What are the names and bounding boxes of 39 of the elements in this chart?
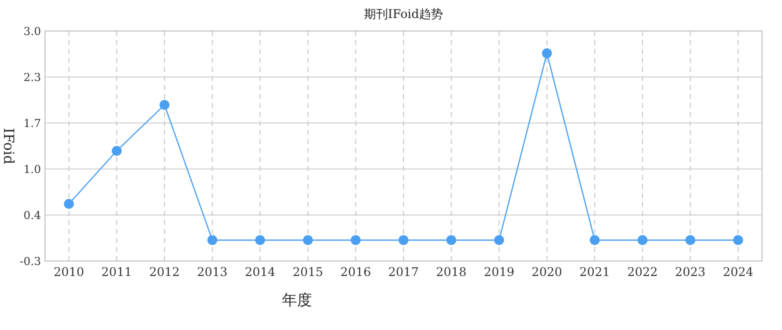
point bbox=[638, 235, 648, 246]
y-tick-label: 1.7 bbox=[24, 117, 41, 130]
x-tick-label: 2015 bbox=[292, 265, 324, 279]
point bbox=[542, 48, 552, 58]
y-tick-label: 0.4 bbox=[24, 209, 41, 222]
y-tick-label: 3.0 bbox=[24, 25, 41, 38]
x-tick-label: 2019 bbox=[484, 265, 514, 279]
x-tick-label: 2016 bbox=[340, 265, 371, 279]
y-tick-label: 1.0 bbox=[24, 163, 41, 176]
point bbox=[398, 235, 408, 246]
chart-title: 期刊IFoid趋势 bbox=[364, 7, 444, 21]
x-tick-label: 2013 bbox=[197, 265, 228, 279]
x-tick-label: 2023 bbox=[675, 265, 706, 279]
point bbox=[350, 235, 361, 246]
point bbox=[590, 235, 600, 246]
x-tick-label: 2024 bbox=[722, 265, 754, 279]
x-tick-label: 2012 bbox=[149, 265, 180, 279]
point bbox=[160, 100, 170, 110]
x-tick-label: 2014 bbox=[244, 265, 276, 279]
point bbox=[207, 235, 218, 246]
point bbox=[685, 235, 696, 246]
y-tick-label: 2.3 bbox=[24, 71, 41, 84]
y-tick-label: -0.3 bbox=[20, 255, 41, 268]
point bbox=[112, 146, 122, 156]
point bbox=[446, 235, 456, 246]
point bbox=[733, 235, 744, 246]
x-tick-label: 2010 bbox=[54, 265, 84, 279]
point bbox=[302, 235, 313, 246]
point bbox=[494, 235, 504, 246]
x-axis-title: 年度 bbox=[282, 291, 312, 309]
x-tick-label: 2018 bbox=[436, 265, 467, 279]
point bbox=[255, 235, 266, 246]
x-tick-label: 2021 bbox=[579, 265, 610, 279]
x-tick-label: 2020 bbox=[532, 265, 562, 279]
x-tick-label: 2011 bbox=[101, 265, 132, 279]
x-tick-label: 2017 bbox=[388, 265, 419, 279]
point bbox=[64, 198, 74, 209]
y-axis-title: IFoid bbox=[0, 128, 16, 164]
x-tick-label: 2022 bbox=[627, 265, 658, 279]
